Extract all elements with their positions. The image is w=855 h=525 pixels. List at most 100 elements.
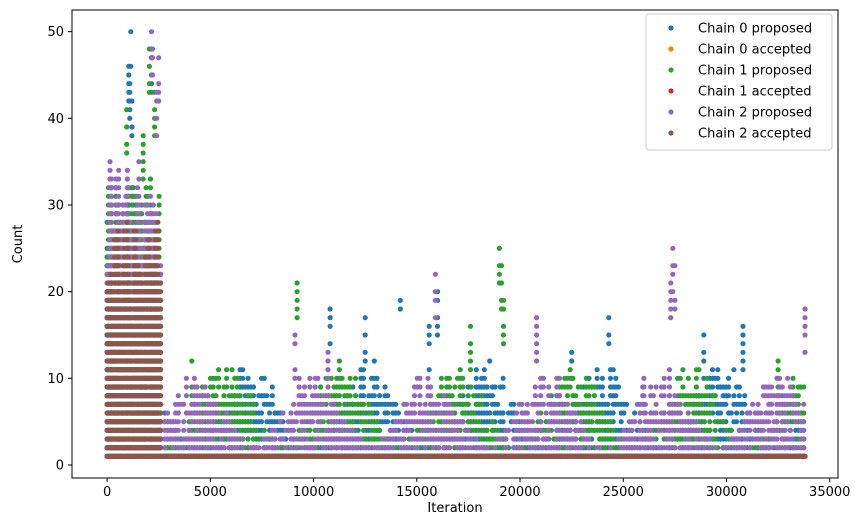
data-point <box>570 375 576 381</box>
data-point <box>362 315 368 321</box>
data-point <box>147 176 154 182</box>
data-point <box>578 401 584 407</box>
data-point <box>377 393 383 399</box>
data-point <box>224 367 230 373</box>
data-point <box>124 141 130 147</box>
data-point <box>775 367 781 373</box>
data-point <box>129 133 135 139</box>
data-point <box>701 358 707 364</box>
data-point <box>467 367 474 373</box>
data-point <box>468 384 474 390</box>
data-point <box>589 419 595 425</box>
data-point <box>467 358 474 364</box>
data-point <box>728 410 734 416</box>
data-point <box>465 401 471 407</box>
data-point <box>362 358 368 364</box>
data-point <box>267 410 273 416</box>
data-point <box>740 332 746 338</box>
data-point <box>152 107 158 113</box>
data-point <box>496 245 502 251</box>
data-point <box>740 341 746 347</box>
data-point <box>129 185 135 191</box>
data-point <box>498 280 505 286</box>
data-point <box>707 410 713 416</box>
data-point <box>360 427 367 433</box>
data-point <box>704 384 710 390</box>
data-point <box>336 393 342 399</box>
data-point <box>382 384 388 390</box>
data-point <box>140 167 146 173</box>
data-point <box>726 393 732 399</box>
data-point <box>775 358 781 364</box>
data-point <box>210 384 216 390</box>
data-point <box>715 419 721 425</box>
data-point <box>739 410 745 416</box>
data-point <box>294 306 300 312</box>
data-point <box>264 393 270 399</box>
data-point <box>143 193 149 199</box>
data-point <box>240 367 246 373</box>
data-point <box>147 185 154 191</box>
data-point <box>224 375 230 381</box>
data-point <box>460 384 466 390</box>
data-point <box>438 384 444 390</box>
data-point <box>352 375 359 381</box>
data-point <box>467 341 474 347</box>
data-point <box>795 393 802 399</box>
data-point <box>216 375 222 381</box>
data-point <box>363 419 369 425</box>
data-point <box>726 384 732 390</box>
data-point <box>728 427 734 433</box>
data-point <box>374 419 380 425</box>
data-point <box>129 98 135 104</box>
data-point <box>245 401 251 407</box>
data-point <box>599 393 606 399</box>
data-point <box>127 89 133 95</box>
data-point <box>294 297 300 303</box>
data-point <box>426 341 432 347</box>
data-point <box>479 393 485 399</box>
data-point <box>426 323 432 329</box>
data-point <box>248 393 254 399</box>
data-point <box>229 384 235 390</box>
data-point <box>294 289 300 295</box>
data-point <box>498 263 505 269</box>
data-point <box>492 384 498 390</box>
data-point <box>709 401 716 407</box>
data-point <box>693 384 700 390</box>
data-point <box>140 159 146 165</box>
data-point <box>500 323 507 329</box>
data-point <box>460 375 466 381</box>
data-point <box>591 384 598 390</box>
data-point <box>462 410 469 416</box>
data-point <box>500 306 507 312</box>
data-point <box>385 393 391 399</box>
data-point <box>495 427 501 433</box>
data-point <box>476 419 482 425</box>
data-point <box>471 393 477 399</box>
data-point <box>336 358 342 364</box>
data-point <box>740 349 746 355</box>
data-point <box>624 401 630 407</box>
data-point <box>240 375 246 381</box>
data-point <box>457 367 463 373</box>
data-point <box>385 419 391 425</box>
data-point <box>569 349 575 355</box>
data-point <box>250 436 257 442</box>
data-point <box>261 427 267 433</box>
data-point <box>699 401 705 407</box>
data-point <box>606 332 612 338</box>
data-point <box>736 384 742 390</box>
data-point <box>487 358 493 364</box>
data-point <box>294 280 300 286</box>
data-point <box>245 427 251 433</box>
data-point <box>500 297 507 303</box>
data-point <box>467 323 474 329</box>
data-point <box>347 384 353 390</box>
data-point <box>127 115 133 121</box>
data-point <box>720 419 726 425</box>
data-point <box>610 410 616 416</box>
data-point <box>693 375 700 381</box>
data-point <box>790 375 796 381</box>
data-point <box>152 124 158 130</box>
